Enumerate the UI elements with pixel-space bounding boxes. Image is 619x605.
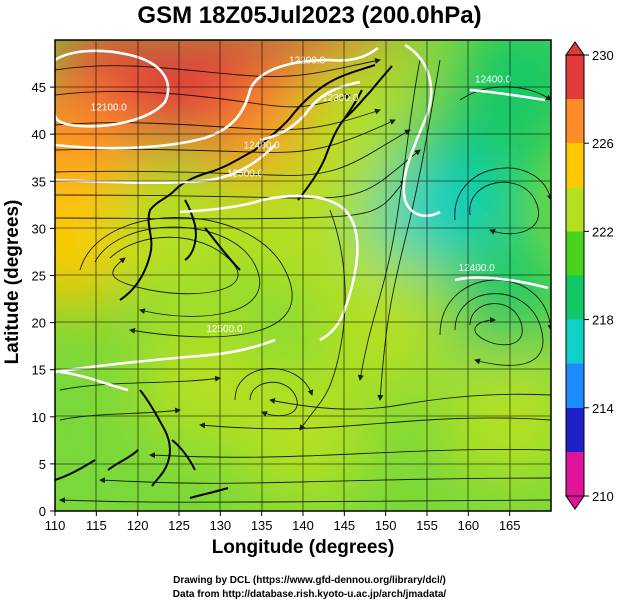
y-tick-label: 20 <box>32 316 46 331</box>
y-tick-label: 45 <box>32 80 46 95</box>
map-title: GSM 18Z05Jul2023 (200.0hPa) <box>137 2 482 29</box>
contour-label: 12400.0 <box>459 263 496 274</box>
y-axis-label: Latitude (degrees) <box>2 199 23 365</box>
y-tick-label: 30 <box>32 221 46 236</box>
field-sample <box>423 233 551 374</box>
colorbar-tick-label: 222 <box>592 224 614 239</box>
x-tick-label: 120 <box>127 518 149 533</box>
grid <box>55 40 551 511</box>
x-tick-label: 115 <box>86 518 107 533</box>
colorbar: 230 226 222 218 214 210 <box>565 41 614 510</box>
contour-label: 12300.0 <box>322 93 359 104</box>
contour-12400-east <box>402 43 441 217</box>
plot-area: 12100.0 12200.0 12300.0 12400.0 12500.0 12400… <box>55 40 551 511</box>
colorbar-bar <box>565 54 585 497</box>
colorbar-tick-label: 214 <box>592 401 614 416</box>
x-tick-label: 125 <box>168 518 190 533</box>
contour-12200 <box>55 46 379 150</box>
contour-12500 <box>179 194 359 342</box>
x-tick-label: 140 <box>292 518 314 533</box>
contour-12500-south <box>55 338 276 374</box>
y-tick-label: 5 <box>39 457 46 472</box>
colorbar-ticks: 230 226 222 218 214 210 <box>584 48 614 504</box>
x-axis: 110 115 120 125 130 135 140 145 150 155 160 165 <box>45 511 521 533</box>
colorbar-top-triangle <box>565 41 585 56</box>
y-axis: 0 5 10 15 20 25 30 35 40 45 <box>32 80 55 519</box>
coastlines <box>55 64 393 499</box>
contour-12400-se <box>454 276 549 290</box>
contour-label: 12100.0 <box>91 103 128 114</box>
x-tick-label: 145 <box>333 518 355 533</box>
contour-12100 <box>55 49 170 128</box>
y-tick-label: 10 <box>32 410 46 425</box>
colorbar-tick-label: 230 <box>592 48 614 63</box>
field-sample <box>439 346 551 487</box>
contour-label: 12500.0 <box>227 169 264 180</box>
y-tick-label: 15 <box>32 363 46 378</box>
contour-label: 12200.0 <box>289 56 326 67</box>
contour-label: 12400.0 <box>475 74 512 85</box>
colorbar-bottom-triangle <box>565 495 585 510</box>
y-tick-label: 25 <box>32 269 46 284</box>
colorbar-tick-label: 218 <box>592 313 614 328</box>
y-tick-label: 35 <box>32 174 46 189</box>
x-tick-label: 110 <box>45 518 66 533</box>
credit-data-source: Data from http://database.rish.kyoto-u.a… <box>172 589 447 600</box>
colorbar-tick-label: 210 <box>592 489 614 504</box>
x-tick-label: 130 <box>209 518 231 533</box>
credit-drawing: Drawing by DCL (https://www.gfd-dennou.o… <box>173 575 446 586</box>
contour-label: 12500.0 <box>206 324 243 335</box>
y-tick-label: 0 <box>39 504 46 519</box>
contour-12400-ne <box>469 88 546 102</box>
x-tick-label: 135 <box>251 518 273 533</box>
x-tick-label: 150 <box>375 518 397 533</box>
x-tick-label: 160 <box>457 518 479 533</box>
y-tick-label: 40 <box>32 127 46 142</box>
x-tick-label: 165 <box>499 518 521 533</box>
colorbar-tick-label: 226 <box>592 136 614 151</box>
x-axis-label: Longitude (degrees) <box>211 537 395 558</box>
x-tick-label: 155 <box>416 518 438 533</box>
